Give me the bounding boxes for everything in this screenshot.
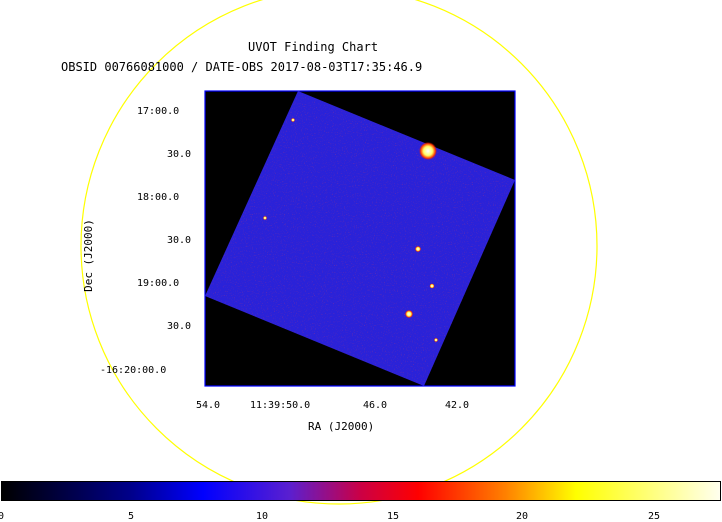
y-tick-label: 30.0 — [167, 321, 192, 332]
colorbar-tick-label: 0 — [0, 511, 5, 522]
colorbar-tick-label: 5 — [128, 511, 135, 522]
y-tick-label: -16:20:00.0 — [100, 365, 167, 376]
x-tick-label: 42.0 — [445, 400, 470, 411]
source — [434, 338, 438, 342]
source — [405, 310, 413, 318]
x-tick-label: 54.0 — [196, 400, 221, 411]
fov-circle — [80, 0, 598, 505]
colorbar-tick-label: 15 — [387, 511, 400, 522]
colorbar-tick-label: 25 — [648, 511, 661, 522]
chart-title: UVOT Finding Chart — [248, 40, 379, 54]
y-tick-label: 30.0 — [167, 149, 192, 160]
colorbar — [1, 481, 721, 501]
x-tick-label: 46.0 — [363, 400, 388, 411]
y-tick-label: 30.0 — [167, 235, 192, 246]
x-tick-label: 11:39:50.0 — [250, 400, 311, 411]
source — [415, 246, 421, 252]
bright-source — [419, 142, 437, 160]
chart-subtitle: OBSID 00766081000 / DATE-OBS 2017-08-03T… — [61, 60, 423, 74]
y-tick-label: 17:00.0 — [137, 106, 180, 117]
colorbar-tick-label: 10 — [256, 511, 269, 522]
y-axis-label: Dec (J2000) — [81, 219, 95, 292]
source — [429, 283, 435, 289]
source — [291, 118, 295, 122]
source — [263, 216, 267, 220]
y-tick-label: 19:00.0 — [137, 278, 180, 289]
x-axis-label: RA (J2000) — [308, 420, 375, 433]
colorbar-tick-label: 20 — [516, 511, 529, 522]
y-tick-label: 18:00.0 — [137, 192, 180, 203]
noise-overlay — [205, 91, 515, 386]
